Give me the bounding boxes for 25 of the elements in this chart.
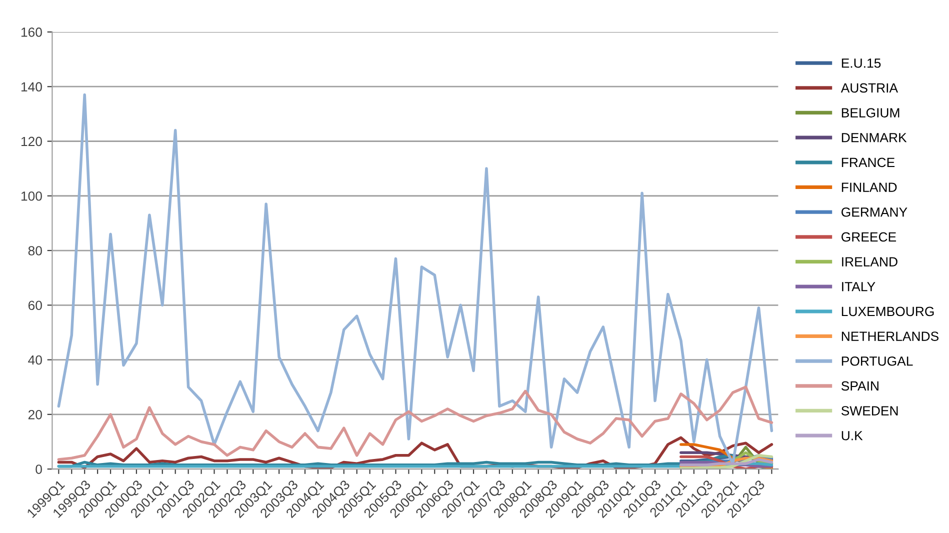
legend-label: FINLAND: [842, 182, 897, 192]
legend-label: GERMANY: [842, 207, 908, 217]
legend-label: GREECE: [842, 232, 896, 242]
y-tick-label: 20: [28, 410, 42, 420]
legend-label: LUXEMBOURG: [842, 306, 934, 316]
y-tick-label: 80: [28, 246, 42, 256]
y-tick-label: 100: [21, 191, 42, 201]
legend-label: BELGIUM: [842, 108, 900, 118]
legend-label: IRELAND: [842, 257, 898, 266]
legend-label: E.U.15: [842, 58, 881, 68]
y-tick-label: 40: [28, 355, 42, 365]
legend-label: PORTUGAL: [842, 356, 913, 366]
y-tick-label: 140: [21, 82, 42, 92]
legend-label: NETHERLANDS: [842, 332, 938, 341]
y-tick-label: 120: [21, 136, 42, 146]
legend-label: SPAIN: [841, 381, 878, 391]
legend-label: ITALY: [842, 282, 876, 292]
legend-label: DENMARK: [842, 133, 907, 142]
legend-label: U.K: [842, 431, 863, 440]
legend-label: AUSTRIA: [840, 83, 898, 93]
legend-label: FRANCE: [842, 158, 895, 168]
legend-label: SWEDEN: [841, 406, 898, 416]
y-tick-label: 60: [28, 300, 42, 310]
y-tick-label: 0: [36, 464, 42, 474]
y-tick-label: 160: [21, 28, 42, 37]
